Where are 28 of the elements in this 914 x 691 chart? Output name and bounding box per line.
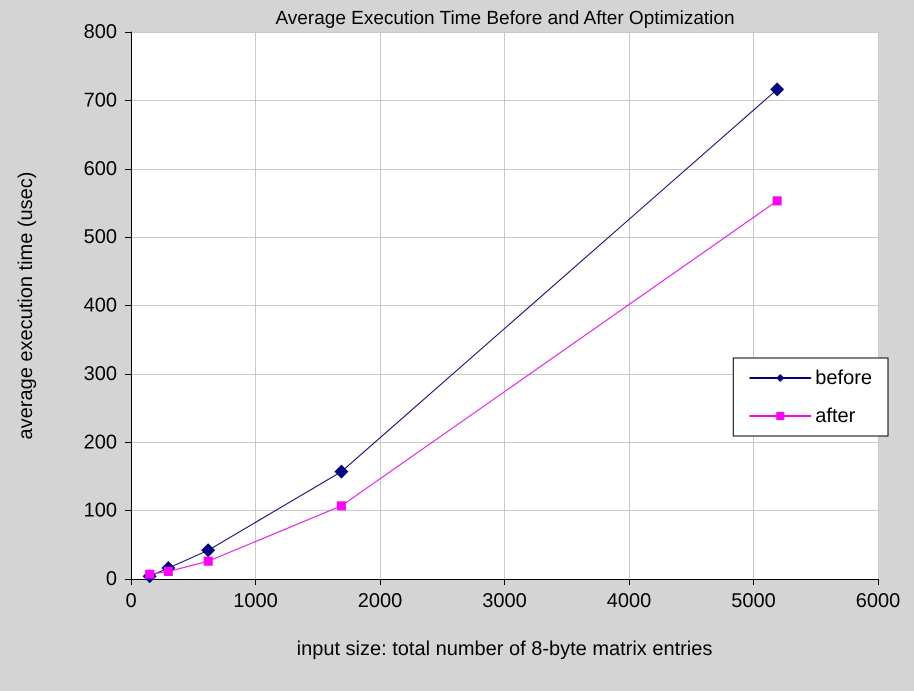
x-tick-label: 2000: [358, 590, 402, 612]
y-tick-label: 800: [84, 21, 117, 43]
x-tick-label: 3000: [482, 590, 527, 612]
x-tick-label: 0: [125, 590, 137, 612]
y-tick-label: 400: [84, 294, 117, 316]
y-tick-label: 500: [84, 226, 117, 248]
legend-label: before: [815, 367, 872, 389]
x-tick-label: 6000: [856, 590, 900, 612]
x-tick-label: 5000: [731, 590, 776, 612]
y-tick-label: 300: [84, 362, 117, 385]
y-tick-label: 0: [106, 568, 117, 590]
point: [164, 566, 173, 576]
point: [204, 556, 213, 566]
point: [770, 82, 784, 96]
x-axis-title: input size: total number of 8-byte matrix entries: [296, 638, 712, 660]
y-axis-title: average execution time (usec): [15, 172, 37, 440]
point: [772, 196, 782, 206]
y-tick-label: 100: [84, 500, 117, 522]
point: [201, 543, 216, 558]
chart-title: Average Execution Time Before and After Optimization: [275, 8, 735, 29]
y-tick-label: 600: [84, 158, 117, 180]
y-tick-label: 700: [84, 89, 117, 112]
x-tick-label: 1000: [233, 590, 278, 612]
x-tick-label: 4000: [606, 590, 652, 612]
point: [336, 501, 346, 510]
point: [334, 464, 348, 479]
legend-label: after: [815, 405, 856, 427]
y-tick-label: 200: [84, 431, 117, 454]
